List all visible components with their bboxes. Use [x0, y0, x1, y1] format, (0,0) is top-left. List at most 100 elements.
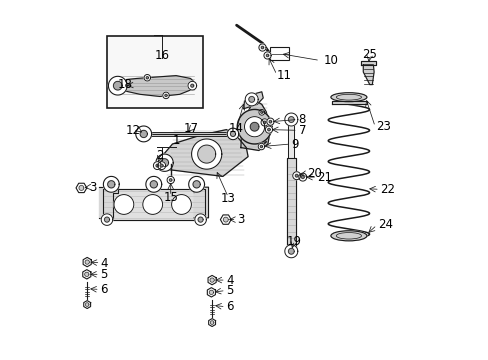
Text: 22: 22 [380, 183, 395, 196]
Polygon shape [363, 65, 373, 85]
Polygon shape [160, 159, 168, 167]
Polygon shape [227, 128, 238, 140]
Polygon shape [153, 162, 161, 170]
Polygon shape [260, 111, 262, 113]
Polygon shape [156, 154, 173, 171]
Polygon shape [207, 288, 215, 297]
Polygon shape [145, 176, 162, 192]
Polygon shape [99, 187, 118, 218]
Polygon shape [104, 217, 109, 222]
Polygon shape [150, 181, 157, 188]
Polygon shape [146, 77, 148, 79]
Polygon shape [241, 102, 269, 150]
Text: 12: 12 [126, 124, 141, 137]
Polygon shape [263, 121, 265, 123]
Text: 8: 8 [298, 113, 305, 126]
Text: 20: 20 [306, 167, 321, 180]
Polygon shape [167, 176, 174, 184]
Polygon shape [260, 145, 262, 148]
Polygon shape [82, 270, 91, 279]
Polygon shape [197, 145, 215, 163]
Text: 19: 19 [286, 235, 301, 248]
Polygon shape [267, 129, 270, 131]
Polygon shape [210, 321, 213, 324]
Polygon shape [193, 181, 200, 188]
Polygon shape [188, 176, 204, 192]
Polygon shape [84, 272, 89, 276]
Polygon shape [107, 181, 115, 188]
Text: 25: 25 [362, 48, 376, 60]
Polygon shape [136, 126, 151, 142]
Polygon shape [248, 96, 254, 102]
Polygon shape [194, 187, 208, 218]
Polygon shape [237, 109, 271, 144]
Polygon shape [103, 189, 204, 220]
Polygon shape [244, 93, 258, 106]
Text: 9: 9 [291, 138, 298, 150]
Polygon shape [162, 130, 247, 176]
Polygon shape [113, 81, 122, 90]
Text: 5: 5 [100, 268, 107, 281]
Ellipse shape [142, 194, 163, 214]
Text: 23: 23 [375, 120, 390, 133]
Text: 1: 1 [172, 134, 180, 147]
Polygon shape [230, 131, 235, 136]
Polygon shape [223, 217, 228, 222]
Polygon shape [79, 185, 83, 190]
Text: 16: 16 [154, 49, 169, 62]
Polygon shape [164, 94, 167, 96]
Polygon shape [295, 174, 298, 177]
Polygon shape [114, 76, 196, 96]
Polygon shape [101, 214, 113, 225]
Polygon shape [331, 101, 366, 104]
Polygon shape [191, 139, 222, 169]
Polygon shape [194, 214, 206, 225]
Polygon shape [208, 319, 215, 327]
Polygon shape [220, 215, 231, 224]
Polygon shape [266, 54, 268, 57]
Polygon shape [265, 126, 272, 133]
Polygon shape [83, 301, 90, 309]
Polygon shape [85, 303, 89, 306]
Polygon shape [286, 158, 295, 248]
Polygon shape [158, 162, 165, 170]
Text: 13: 13 [221, 192, 235, 205]
Polygon shape [207, 275, 216, 285]
Ellipse shape [330, 93, 366, 102]
Polygon shape [244, 117, 264, 137]
Polygon shape [261, 46, 263, 49]
Text: 4: 4 [101, 257, 108, 270]
Text: 14: 14 [228, 122, 244, 135]
Polygon shape [108, 76, 127, 95]
Polygon shape [288, 117, 294, 122]
Polygon shape [144, 75, 150, 81]
Text: 11: 11 [276, 69, 291, 82]
Polygon shape [298, 173, 306, 181]
Polygon shape [261, 119, 268, 126]
Polygon shape [85, 260, 89, 264]
Polygon shape [268, 121, 271, 123]
Polygon shape [250, 122, 258, 131]
Polygon shape [258, 109, 264, 115]
Text: 17: 17 [183, 122, 198, 135]
Polygon shape [264, 52, 270, 59]
Text: 2: 2 [156, 149, 163, 162]
Polygon shape [156, 164, 159, 167]
Ellipse shape [171, 194, 191, 214]
Polygon shape [190, 84, 193, 87]
Text: 10: 10 [323, 54, 338, 67]
Polygon shape [258, 44, 265, 51]
Polygon shape [292, 172, 300, 180]
Polygon shape [76, 183, 87, 193]
Polygon shape [209, 290, 213, 294]
Polygon shape [163, 92, 169, 99]
Bar [270, 47, 288, 60]
Polygon shape [244, 92, 263, 109]
Text: 18: 18 [117, 78, 132, 91]
Text: 3: 3 [89, 181, 96, 194]
Polygon shape [284, 245, 297, 258]
Polygon shape [169, 179, 172, 181]
Polygon shape [83, 257, 91, 267]
Text: 15: 15 [163, 191, 178, 204]
Polygon shape [361, 61, 375, 65]
